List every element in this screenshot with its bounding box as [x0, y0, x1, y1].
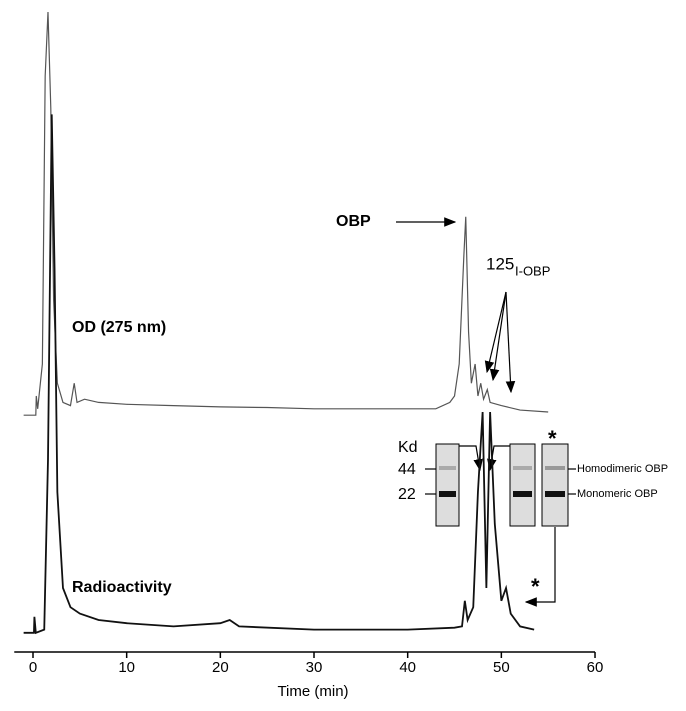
annotation: 44: [398, 461, 416, 478]
x-axis-label: Time (min): [277, 683, 348, 700]
x-tick-label: 20: [212, 659, 229, 676]
annotation: *: [548, 426, 557, 451]
gel: [436, 444, 568, 526]
x-tick-label: 60: [587, 659, 604, 676]
trace: [24, 12, 549, 415]
annotation: Kd: [398, 439, 418, 456]
annotation: OBP: [336, 213, 371, 230]
annotation: Monomeric OBP: [577, 488, 658, 500]
x-tick-label: 50: [493, 659, 510, 676]
chart: OBP 125 I-OBP * * Kd 44 22 Homodimeric O…: [0, 0, 686, 706]
x-tick-label: 10: [118, 659, 135, 676]
x-tick-label: 30: [306, 659, 323, 676]
x-tick-label: 0: [29, 659, 37, 676]
annotation: I-OBP: [515, 263, 550, 278]
annotation: Homodimeric OBP: [577, 463, 668, 475]
annotation: 125: [486, 254, 514, 273]
annotation: 22: [398, 486, 416, 503]
x-tick-label: 40: [399, 659, 416, 676]
trace-label: OD (275 nm): [72, 319, 166, 336]
annotation: *: [531, 574, 540, 599]
trace-label: Radioactivity: [72, 579, 172, 596]
